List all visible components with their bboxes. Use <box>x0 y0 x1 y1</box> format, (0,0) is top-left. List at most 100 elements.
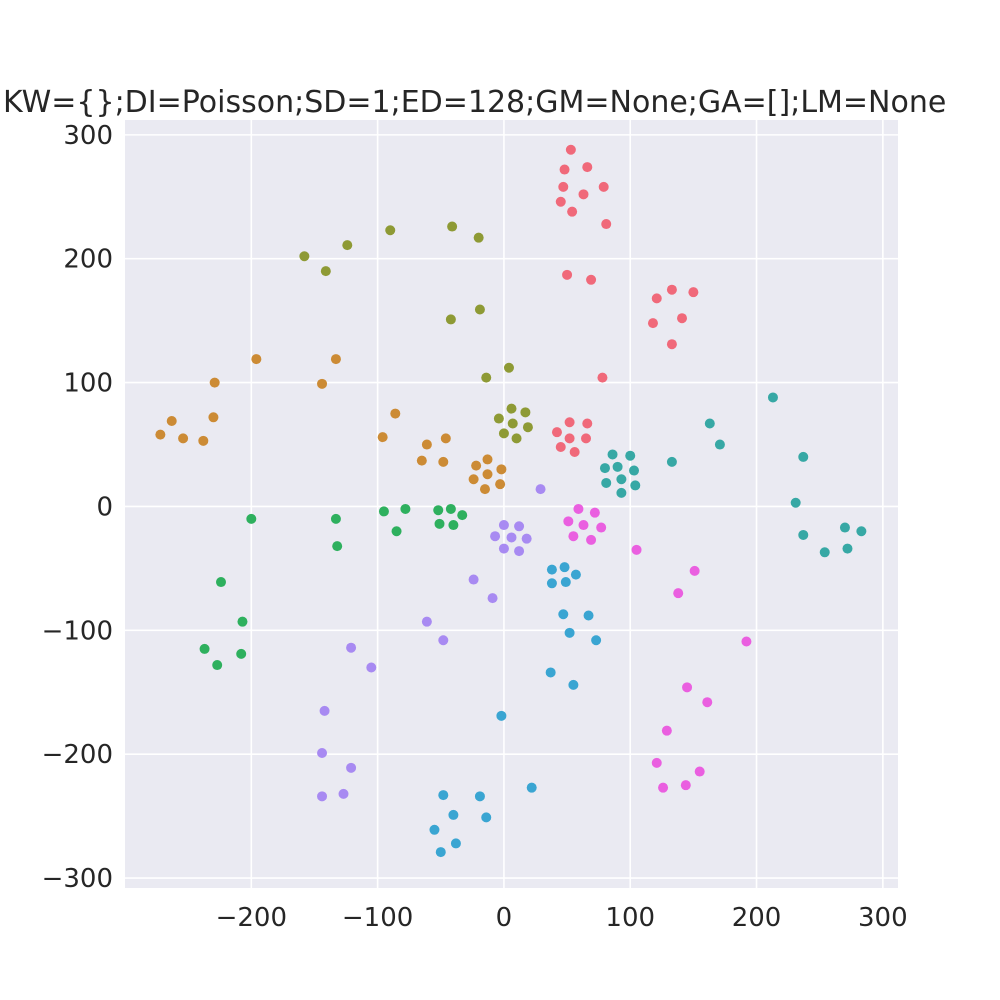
data-point-7-11 <box>682 682 693 693</box>
data-point-7-3 <box>578 520 589 531</box>
data-point-0-10 <box>586 274 597 285</box>
data-point-5-0 <box>546 564 557 575</box>
data-point-3-12 <box>237 616 248 627</box>
x-tick-label-0: −200 <box>216 903 287 933</box>
data-point-4-19 <box>819 547 830 558</box>
data-point-5-5 <box>558 609 569 620</box>
data-point-6-16 <box>346 762 357 773</box>
data-point-3-13 <box>199 643 210 654</box>
data-point-6-9 <box>487 593 498 604</box>
data-point-1-12 <box>440 433 451 444</box>
data-point-5-12 <box>526 782 537 793</box>
data-point-5-2 <box>570 569 581 580</box>
data-point-5-11 <box>496 710 507 721</box>
data-point-7-16 <box>680 780 691 791</box>
data-point-1-8 <box>178 433 189 444</box>
data-point-5-13 <box>438 790 449 801</box>
data-point-5-6 <box>583 610 594 621</box>
data-point-5-15 <box>448 809 459 820</box>
data-point-5-10 <box>568 679 579 690</box>
data-point-1-21 <box>495 479 506 490</box>
data-point-5-4 <box>560 577 571 588</box>
data-point-2-14 <box>522 422 533 433</box>
data-point-1-1 <box>330 354 341 365</box>
x-tick-label-5: 300 <box>858 903 908 933</box>
data-point-0-1 <box>582 162 593 173</box>
data-point-0-12 <box>666 284 677 295</box>
data-point-5-14 <box>474 791 485 802</box>
data-point-4-5 <box>666 456 677 467</box>
data-point-1-4 <box>208 412 219 423</box>
data-point-1-15 <box>482 454 493 465</box>
y-tick-label-2: 100 <box>63 369 113 399</box>
data-point-1-5 <box>390 408 401 419</box>
data-point-5-3 <box>546 578 557 589</box>
data-point-1-2 <box>209 377 220 388</box>
grid <box>125 120 898 888</box>
data-point-6-11 <box>438 635 449 646</box>
data-point-4-7 <box>612 461 623 472</box>
data-point-1-9 <box>198 435 209 446</box>
data-point-0-13 <box>688 287 699 298</box>
y-tick-label-5: −200 <box>42 740 113 770</box>
y-tick-label-1: 200 <box>63 245 113 275</box>
data-point-6-12 <box>346 642 357 653</box>
data-point-6-14 <box>319 705 330 716</box>
data-point-6-1 <box>498 520 509 531</box>
y-axis-ticks: 300 200 100 0 −100 −200 −300 <box>42 121 113 894</box>
data-point-1-19 <box>468 474 479 485</box>
data-point-4-11 <box>630 480 641 491</box>
data-point-6-18 <box>317 791 328 802</box>
data-point-4-10 <box>601 477 612 488</box>
x-tick-label-1: −100 <box>342 903 413 933</box>
data-point-3-5 <box>445 503 456 514</box>
data-point-3-9 <box>391 526 402 537</box>
data-point-1-17 <box>496 464 507 475</box>
data-point-2-10 <box>506 403 517 414</box>
data-point-0-0 <box>565 144 576 155</box>
data-point-4-3 <box>607 449 618 460</box>
data-point-0-7 <box>567 206 578 217</box>
data-point-7-0 <box>573 503 584 514</box>
x-tick-label-3: 100 <box>605 903 655 933</box>
data-point-2-5 <box>320 266 331 277</box>
data-point-0-5 <box>578 189 589 200</box>
data-point-7-12 <box>702 697 713 708</box>
data-point-3-0 <box>246 513 257 524</box>
data-point-0-14 <box>647 318 658 329</box>
data-point-6-17 <box>338 788 349 799</box>
data-point-6-7 <box>514 546 525 557</box>
y-tick-label-6: −300 <box>42 864 113 894</box>
data-point-3-8 <box>448 520 459 531</box>
data-point-3-7 <box>434 518 445 529</box>
data-point-0-3 <box>558 181 569 192</box>
data-point-6-15 <box>317 747 328 758</box>
data-point-6-3 <box>490 531 501 542</box>
data-point-0-8 <box>601 219 612 230</box>
data-point-6-0 <box>535 484 546 495</box>
data-point-1-13 <box>416 455 427 466</box>
data-point-5-8 <box>591 635 602 646</box>
data-point-6-13 <box>366 662 377 673</box>
data-point-1-14 <box>438 456 449 467</box>
data-point-5-1 <box>559 562 570 573</box>
data-point-6-8 <box>468 574 479 585</box>
data-point-4-9 <box>616 474 627 485</box>
data-point-1-11 <box>421 439 432 450</box>
data-point-7-6 <box>586 534 597 545</box>
data-point-4-8 <box>629 465 640 476</box>
data-point-4-0 <box>767 392 778 403</box>
data-point-5-9 <box>545 667 556 678</box>
data-point-4-6 <box>599 463 610 474</box>
data-point-5-18 <box>450 838 461 849</box>
data-point-1-10 <box>377 432 388 443</box>
y-tick-label-0: 300 <box>63 121 113 151</box>
data-point-3-14 <box>236 648 247 659</box>
data-point-2-2 <box>473 232 484 243</box>
data-point-0-18 <box>564 417 575 428</box>
data-point-3-10 <box>332 541 343 552</box>
x-tick-label-2: 0 <box>496 903 513 933</box>
data-point-2-0 <box>385 225 396 236</box>
x-axis-ticks: −200 −100 0 100 200 300 <box>216 903 908 933</box>
